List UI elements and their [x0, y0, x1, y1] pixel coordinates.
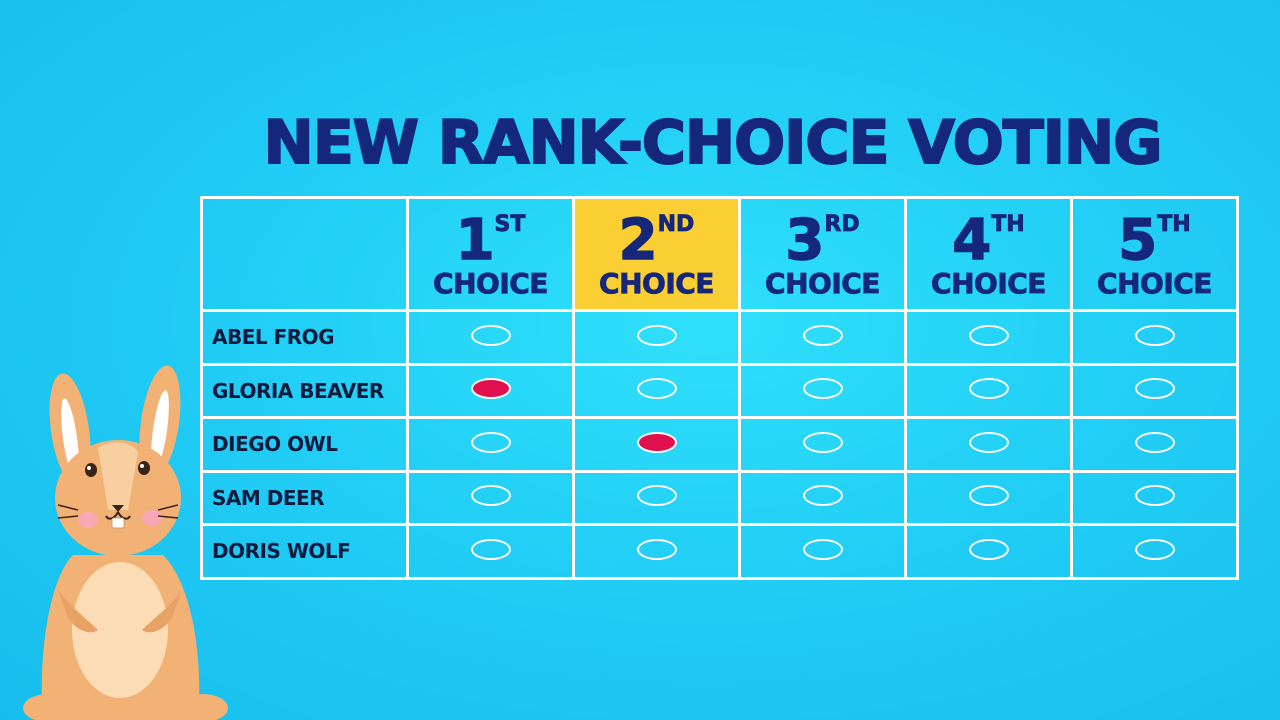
page-title: NEW RANK-CHOICE VOTING [263, 107, 1164, 179]
choice-suffix: ST [494, 212, 526, 238]
choice-number: 3 [785, 208, 825, 274]
vote-cell [1070, 523, 1239, 580]
choice-header-4: 4TH CHOICE [904, 196, 1073, 312]
candidate-name: DIEGO OWL [200, 416, 409, 473]
candidate-row: GLORIA BEAVER [200, 362, 1239, 419]
vote-cell [904, 416, 1073, 473]
choice-label: CHOICE [433, 267, 549, 301]
vote-oval[interactable] [470, 538, 511, 560]
vote-oval[interactable] [968, 431, 1009, 453]
vote-cell [738, 416, 907, 473]
vote-oval[interactable] [968, 378, 1009, 400]
ballot-body: ABEL FROG GLORIA BEAVER DIEGO OWL SAM DE… [200, 309, 1239, 580]
vote-oval[interactable] [802, 485, 843, 507]
choice-suffix: ND [657, 212, 695, 238]
candidate-name: ABEL FROG [200, 309, 409, 366]
choice-label: CHOICE [599, 267, 715, 301]
vote-oval[interactable] [636, 538, 677, 560]
choice-label: CHOICE [931, 267, 1047, 301]
vote-oval[interactable] [636, 485, 677, 507]
header-corner-cell [200, 196, 409, 312]
vote-cell [572, 469, 741, 526]
choice-number: 5 [1118, 208, 1158, 274]
vote-cell [904, 523, 1073, 580]
ballot-header-row: 1ST CHOICE 2ND CHOICE 3RD CHOICE 4TH CHO… [200, 196, 1239, 312]
choice-suffix: TH [991, 212, 1025, 238]
vote-cell [738, 523, 907, 580]
choice-header-3: 3RD CHOICE [738, 196, 907, 312]
vote-cell [572, 523, 741, 580]
vote-oval[interactable] [968, 538, 1009, 560]
vote-cell [406, 469, 575, 526]
vote-cell [1070, 309, 1239, 366]
candidate-row: ABEL FROG [200, 309, 1239, 366]
vote-oval[interactable] [1134, 378, 1175, 400]
rabbit-head [55, 440, 181, 556]
vote-oval[interactable] [1134, 431, 1175, 453]
vote-oval[interactable] [1134, 538, 1175, 560]
candidate-name: SAM DEER [200, 469, 409, 526]
vote-oval[interactable] [636, 324, 677, 346]
vote-cell [572, 416, 741, 473]
choice-header-1: 1ST CHOICE [406, 196, 575, 312]
vote-cell [738, 469, 907, 526]
vote-oval[interactable] [802, 431, 843, 453]
choice-ordinal: 5TH [1073, 212, 1236, 270]
candidate-name: DORIS WOLF [200, 523, 409, 580]
choice-ordinal: 1ST [409, 212, 572, 270]
vote-cell [406, 523, 575, 580]
candidate-row: DIEGO OWL [200, 416, 1239, 473]
ballot-table: 1ST CHOICE 2ND CHOICE 3RD CHOICE 4TH CHO… [200, 196, 1239, 580]
vote-cell [406, 309, 575, 366]
candidate-row: SAM DEER [200, 469, 1239, 526]
vote-cell [406, 362, 575, 419]
vote-oval[interactable] [636, 431, 677, 453]
vote-oval[interactable] [470, 431, 511, 453]
vote-cell [904, 362, 1073, 419]
choice-label: CHOICE [1097, 267, 1213, 301]
choice-number: 4 [952, 208, 992, 274]
vote-cell [1070, 362, 1239, 419]
choice-number: 2 [618, 208, 658, 274]
vote-cell [904, 309, 1073, 366]
vote-oval[interactable] [1134, 485, 1175, 507]
vote-oval[interactable] [802, 538, 843, 560]
vote-cell [1070, 416, 1239, 473]
vote-oval[interactable] [470, 324, 511, 346]
vote-cell [406, 416, 575, 473]
vote-oval[interactable] [470, 378, 511, 400]
choice-label: CHOICE [765, 267, 881, 301]
choice-number: 1 [455, 208, 495, 274]
choice-suffix: TH [1157, 212, 1191, 238]
vote-cell [1070, 469, 1239, 526]
candidate-name: GLORIA BEAVER [200, 362, 409, 419]
rabbit-illustration [23, 365, 228, 720]
candidate-row: DORIS WOLF [200, 523, 1239, 580]
vote-cell [738, 362, 907, 419]
rabbit-paws [58, 590, 182, 633]
choice-ordinal: 3RD [741, 212, 904, 270]
choice-header-2: 2ND CHOICE [572, 196, 741, 312]
vote-oval[interactable] [802, 378, 843, 400]
rabbit-body [23, 555, 228, 720]
vote-oval[interactable] [470, 485, 511, 507]
vote-cell [572, 309, 741, 366]
vote-oval[interactable] [968, 485, 1009, 507]
vote-cell [738, 309, 907, 366]
vote-cell [904, 469, 1073, 526]
choice-ordinal: 4TH [907, 212, 1070, 270]
choice-header-5: 5TH CHOICE [1070, 196, 1239, 312]
choice-suffix: RD [824, 212, 860, 238]
choice-ordinal: 2ND [575, 212, 738, 270]
vote-oval[interactable] [1134, 324, 1175, 346]
vote-oval[interactable] [636, 378, 677, 400]
vote-oval[interactable] [802, 324, 843, 346]
vote-cell [572, 362, 741, 419]
vote-oval[interactable] [968, 324, 1009, 346]
